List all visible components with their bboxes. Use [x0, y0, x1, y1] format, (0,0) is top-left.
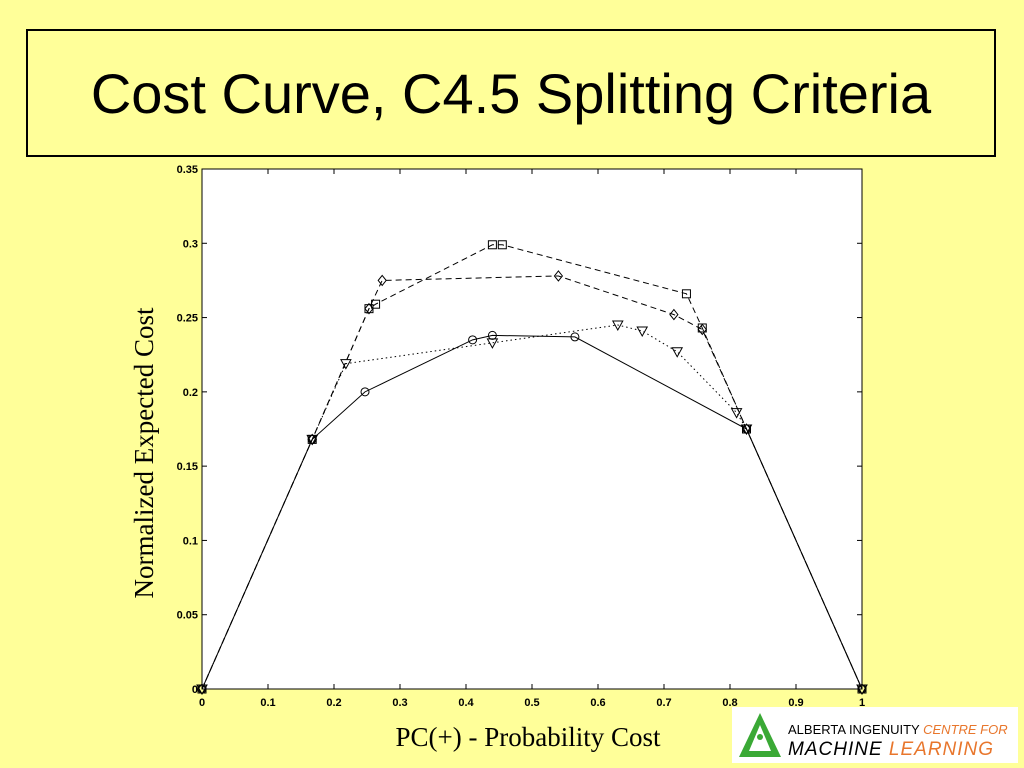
y-tick-label: 0.15 — [177, 461, 198, 473]
series-group — [196, 240, 868, 696]
series-3-point — [487, 240, 497, 250]
series-3-point — [497, 240, 507, 250]
slide-title: Cost Curve, C4.5 Splitting Criteria — [90, 61, 932, 125]
series-4-point — [697, 323, 707, 336]
plot-area — [201, 168, 863, 690]
x-tick-label: 0.2 — [326, 697, 341, 709]
x-tick-label: 0.3 — [392, 697, 407, 709]
series-2-point — [611, 320, 624, 332]
series-2-point — [486, 338, 499, 349]
series-3-point — [681, 289, 691, 299]
x-tick-label: 0.4 — [458, 697, 474, 709]
series-4-point — [857, 683, 867, 695]
series-2-point — [671, 347, 684, 358]
series-4-point — [364, 302, 374, 315]
series-2-point — [340, 359, 352, 370]
y-tick-label: 0.05 — [177, 610, 198, 622]
series-1-point — [468, 335, 478, 345]
aicml-logo: ALBERTA INGENUITY CENTRE FOR MACHINE LEA… — [732, 707, 1018, 763]
x-tick-label: 0.6 — [590, 697, 605, 709]
series-4-point — [553, 270, 564, 282]
x-tick-label: 0.5 — [524, 697, 539, 709]
axis-ticks: 0 0.1 0.2 0.3 0.4 0.5 0.6 0.7 0.8 0.9 1 0 0.05 0.1 0.1… — [177, 164, 865, 709]
series-4-line — [201, 275, 863, 690]
series-4-point — [377, 274, 387, 287]
y-axis-label: Normalized Expected Cost — [129, 307, 159, 598]
y-tick-label: 0.35 — [177, 164, 198, 176]
x-tick-label: 0.8 — [722, 697, 737, 709]
series-1-point — [487, 330, 497, 340]
x-tick-label: 0.7 — [656, 697, 671, 709]
y-tick-label: 0.3 — [183, 238, 198, 250]
series-4-point — [307, 433, 317, 446]
title-box: Cost Curve, C4.5 Splitting Criteria — [26, 29, 996, 157]
series-1-line — [201, 334, 863, 690]
x-tick-label: 0.1 — [260, 697, 275, 709]
y-tick-label: 0.1 — [183, 535, 198, 547]
series-1-point — [360, 387, 370, 397]
series-4-point — [197, 683, 207, 695]
series-1-point — [570, 332, 580, 342]
logo-triangle-icon — [739, 713, 781, 757]
series-2-point — [636, 326, 649, 337]
logo-alberta-text: ALBERTA INGENUITY — [788, 722, 920, 737]
x-tick-label: 0.9 — [788, 697, 803, 709]
series-4-point — [741, 423, 752, 435]
y-tick-label: 0.2 — [183, 387, 198, 399]
x-tick-label: 1 — [859, 697, 865, 709]
y-tick-label: 0.25 — [177, 313, 198, 325]
logo-centre-text: CENTRE FOR — [923, 722, 1008, 737]
x-axis-label: PC(+) - Probability Cost — [396, 722, 661, 752]
logo-line-1: ALBERTA INGENUITY CENTRE FOR — [788, 722, 1008, 737]
logo-machine-text: MACHINE — [788, 739, 883, 760]
logo-line-2: MACHINE LEARNING — [788, 739, 994, 761]
logo-learning-text: LEARNING — [888, 739, 995, 760]
x-tick-label: 0 — [199, 697, 205, 709]
y-tick-label: 0 — [192, 684, 198, 696]
series-4-point — [669, 308, 679, 321]
